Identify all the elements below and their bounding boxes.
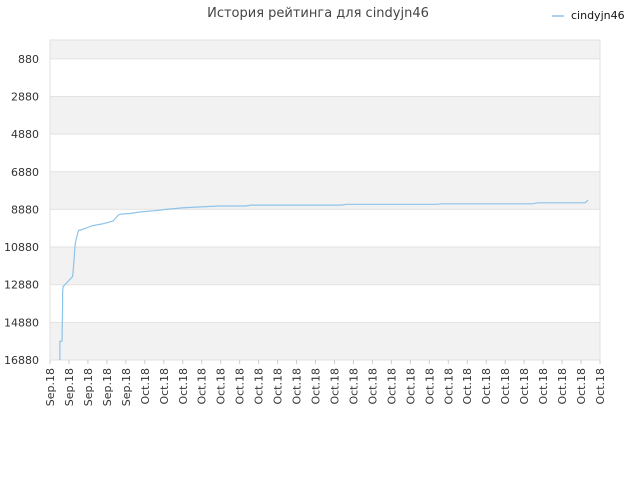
x-tick-label: Oct.18 (461, 368, 474, 405)
x-tick-label: Sep.18 (44, 368, 57, 406)
plot-band (50, 40, 600, 59)
x-axis: Sep.18 Sep.18 Sep.18 Sep.18 Sep.18 Oct.18 Oct.… (44, 360, 607, 406)
x-tick-label: Sep.18 (101, 368, 114, 406)
y-tick-label: 8880 (11, 203, 39, 216)
y-tick-label: 10880 (4, 241, 39, 254)
y-tick-label: 2880 (11, 90, 39, 103)
plot-frame (49, 39, 601, 361)
plot-band (50, 171, 600, 210)
chart-title: История рейтинга для cindyjn46 (207, 6, 429, 21)
y-tick-label: 4880 (11, 128, 39, 141)
x-tick-label: Oct.18 (423, 368, 436, 405)
y-tick-label: 12880 (4, 279, 39, 292)
plot-band (50, 96, 600, 135)
x-tick-label: Oct.18 (177, 368, 190, 405)
x-tick-label: Oct.18 (272, 368, 285, 405)
legend-label: cindyjn46 (571, 9, 625, 22)
x-tick-label: Oct.18 (537, 368, 550, 405)
x-tick-label: Sep.18 (63, 368, 76, 406)
x-tick-label: Oct.18 (385, 368, 398, 405)
y-axis: 880 2880 4880 6880 8880 10880 12880 14880 16880 (4, 53, 39, 367)
x-tick-label: Oct.18 (291, 368, 304, 405)
x-tick-label: Sep.18 (82, 368, 95, 406)
y-tick-label: 16880 (4, 354, 39, 367)
plot-bands (50, 40, 600, 360)
x-tick-label: Oct.18 (347, 368, 360, 405)
x-tick-label: Oct.18 (366, 368, 379, 405)
plot-band (50, 322, 600, 360)
x-tick-label: Oct.18 (196, 368, 209, 405)
x-tick-label: Sep.18 (120, 368, 133, 406)
x-tick-label: Oct.18 (575, 368, 588, 405)
x-tick-label: Oct.18 (518, 368, 531, 405)
x-tick-label: Oct.18 (556, 368, 569, 405)
x-tick-label: Oct.18 (328, 368, 341, 405)
x-tick-label: Oct.18 (499, 368, 512, 405)
x-tick-label: Oct.18 (158, 368, 171, 405)
y-tick-label: 880 (18, 53, 39, 66)
plot-band (50, 247, 600, 285)
x-tick-label: Oct.18 (310, 368, 323, 405)
x-tick-label: Oct.18 (253, 368, 266, 405)
x-tick-label: Oct.18 (480, 368, 493, 405)
x-tick-label: Oct.18 (594, 368, 607, 405)
x-tick-label: Oct.18 (442, 368, 455, 405)
x-tick-label: Oct.18 (234, 368, 247, 405)
y-tick-label: 14880 (4, 316, 39, 329)
legend: cindyjn46 (552, 9, 625, 22)
series-line-cindyjn46 (59, 199, 589, 360)
x-tick-label: Oct.18 (139, 368, 152, 405)
x-tick-label: Oct.18 (215, 368, 228, 405)
x-tick-label: Oct.18 (404, 368, 417, 405)
y-tick-label: 6880 (11, 166, 39, 179)
